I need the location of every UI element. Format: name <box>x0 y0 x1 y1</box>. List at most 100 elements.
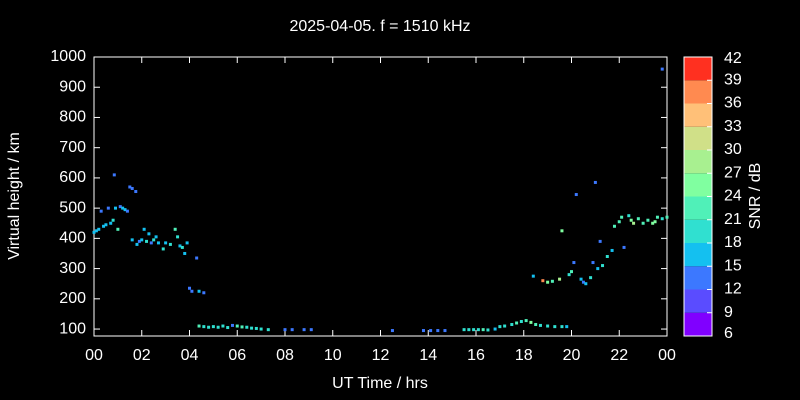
data-point <box>149 241 153 245</box>
data-point <box>290 328 294 332</box>
y-tick-label: 900 <box>59 78 86 95</box>
y-tick-label: 200 <box>59 290 86 307</box>
data-point <box>598 239 602 243</box>
data-point <box>94 229 98 233</box>
data-point <box>112 173 116 177</box>
data-point <box>121 206 125 210</box>
data-point <box>498 325 502 329</box>
data-point <box>113 206 117 210</box>
y-axis-label: Virtual height / km <box>6 132 23 260</box>
data-point <box>660 67 664 71</box>
data-point <box>476 328 480 332</box>
data-point <box>429 329 433 333</box>
colorbar-band <box>684 80 712 104</box>
colorbar-band <box>684 289 712 313</box>
data-point <box>125 209 129 213</box>
data-point <box>190 289 194 293</box>
data-point <box>240 325 244 329</box>
x-axis-label: UT Time / hrs <box>332 375 428 392</box>
colorbar-band <box>684 266 712 290</box>
data-point <box>581 280 585 284</box>
x-tick-label: 12 <box>372 347 390 364</box>
data-point <box>524 319 528 323</box>
data-point <box>109 221 113 225</box>
data-point <box>574 193 578 197</box>
data-point <box>546 280 550 284</box>
data-point <box>250 326 254 330</box>
data-point <box>145 239 149 243</box>
data-point <box>116 227 120 231</box>
data-point <box>283 328 287 332</box>
colorbar-band <box>684 57 712 81</box>
data-point <box>202 291 206 295</box>
data-point <box>632 221 636 225</box>
data-point <box>390 329 394 333</box>
x-tick-label: 10 <box>324 347 342 364</box>
x-tick-label: 00 <box>658 347 676 364</box>
data-point <box>510 323 514 327</box>
data-point <box>653 220 657 224</box>
data-point <box>221 324 225 328</box>
data-point <box>651 221 655 225</box>
colorbar-band <box>684 312 712 336</box>
y-tick-label: 700 <box>59 139 86 156</box>
data-point <box>142 227 146 231</box>
data-point <box>130 186 134 190</box>
y-tick-label: 1000 <box>50 48 86 65</box>
data-point <box>207 325 211 329</box>
colorbar-tick-label: 15 <box>724 257 742 274</box>
data-point <box>202 325 206 329</box>
colorbar-band <box>684 150 712 174</box>
data-point <box>550 279 554 283</box>
data-point <box>140 238 144 242</box>
y-tick-label: 100 <box>59 320 86 337</box>
colorbar-band <box>684 219 712 243</box>
x-tick-label: 02 <box>133 347 151 364</box>
data-point <box>152 238 156 242</box>
data-point <box>627 214 631 218</box>
data-point <box>118 205 122 209</box>
data-point <box>180 245 184 249</box>
colorbar-tick-label: 27 <box>724 164 742 181</box>
data-point <box>572 261 576 265</box>
data-point <box>565 325 569 329</box>
data-point <box>579 277 583 281</box>
data-point <box>612 224 616 228</box>
data-point <box>230 323 234 327</box>
data-point <box>421 329 425 333</box>
data-point <box>123 208 127 212</box>
data-point <box>558 277 562 281</box>
data-point <box>266 328 270 332</box>
colorbar-tick-label: 6 <box>724 325 733 342</box>
colorbar-band <box>684 103 712 127</box>
colorbar-tick-label: 42 <box>724 50 742 67</box>
data-point <box>185 241 189 245</box>
data-point <box>591 261 595 265</box>
data-point <box>467 328 471 332</box>
colorbar-tick-label: 21 <box>724 211 742 228</box>
colorbar-tick-label: 12 <box>724 281 742 298</box>
y-tick-label: 300 <box>59 260 86 277</box>
data-point <box>176 235 180 239</box>
data-point <box>130 238 134 242</box>
data-point <box>665 215 669 219</box>
data-point <box>173 227 177 231</box>
data-point <box>254 326 258 330</box>
data-point <box>620 215 624 219</box>
data-point <box>567 273 571 277</box>
data-point <box>570 270 573 274</box>
x-tick-label: 18 <box>515 347 533 364</box>
data-point <box>481 328 485 332</box>
colorbar-band <box>684 243 712 267</box>
data-point <box>541 279 545 283</box>
colorbar-band <box>684 173 712 197</box>
data-point <box>589 276 593 280</box>
data-point <box>245 325 249 329</box>
data-point <box>515 321 519 325</box>
data-point <box>168 242 172 246</box>
data-point <box>134 190 138 194</box>
data-point <box>309 328 313 332</box>
data-point <box>593 180 597 184</box>
